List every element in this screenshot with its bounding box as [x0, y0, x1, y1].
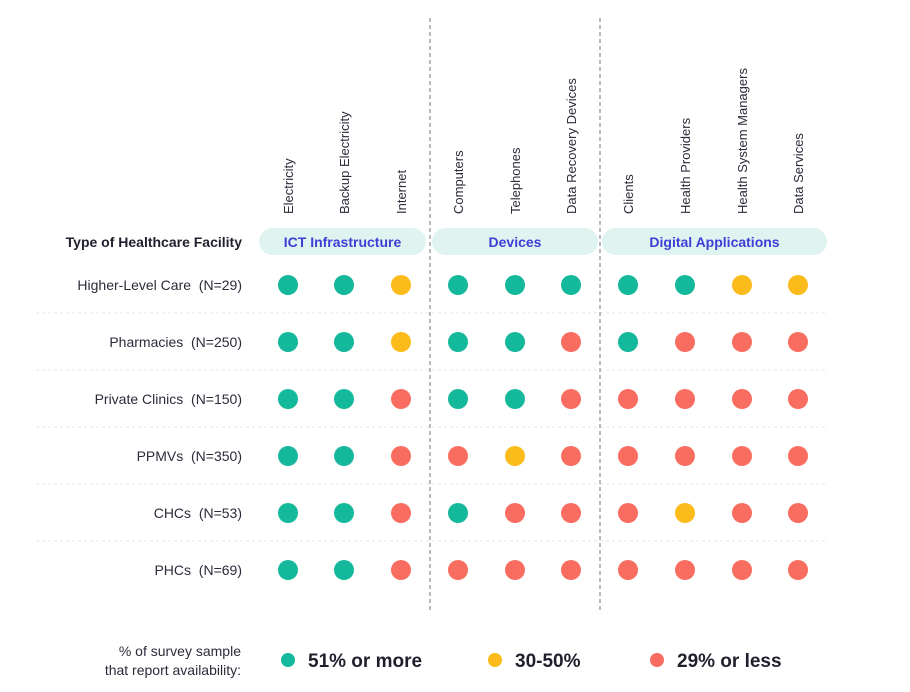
dot-high: [278, 332, 298, 352]
dot-low: [788, 503, 808, 523]
dot-mid: [391, 275, 411, 295]
column-label-health-system-managers: Health System Managers: [735, 68, 750, 214]
dot-low: [675, 389, 695, 409]
dot-low: [561, 389, 581, 409]
dot-low: [391, 503, 411, 523]
dot-high: [448, 503, 468, 523]
dot-low: [448, 560, 468, 580]
dot-low: [618, 503, 638, 523]
dot-high: [278, 275, 298, 295]
group-band-digital-applications: [602, 228, 827, 255]
dot-low: [505, 560, 525, 580]
dot-low: [561, 446, 581, 466]
dot-high: [334, 389, 354, 409]
column-label-internet: Internet: [394, 170, 409, 214]
dot-high: [278, 503, 298, 523]
column-label-clients: Clients: [621, 174, 636, 214]
dot-mid: [675, 503, 695, 523]
dot-low: [788, 446, 808, 466]
group-band-devices: [432, 228, 598, 255]
dot-low: [732, 446, 752, 466]
dot-high: [334, 560, 354, 580]
dot-mid: [732, 275, 752, 295]
dot-high: [561, 275, 581, 295]
group-label-ict-infrastructure: ICT Infrastructure: [284, 234, 402, 250]
dot-low: [732, 503, 752, 523]
row-label: Private Clinics (N=150): [95, 391, 242, 407]
legend-dot-high: [281, 653, 295, 667]
column-label-computers: Computers: [451, 150, 466, 214]
column-label-data-services: Data Services: [791, 133, 806, 214]
dot-low: [732, 560, 752, 580]
dot-high: [278, 446, 298, 466]
dot-high: [334, 503, 354, 523]
row-label: Higher-Level Care (N=29): [77, 277, 242, 293]
dot-high: [334, 332, 354, 352]
dot-high: [618, 275, 638, 295]
dot-low: [561, 332, 581, 352]
dot-low: [391, 389, 411, 409]
dot-low: [561, 560, 581, 580]
dot-low: [618, 389, 638, 409]
dot-high: [334, 275, 354, 295]
group-dividers: [429, 18, 601, 610]
dot-high: [505, 275, 525, 295]
column-label-health-providers: Health Providers: [678, 117, 693, 214]
group-band-ict-infrastructure: [259, 228, 426, 255]
dot-low: [675, 446, 695, 466]
dot-low: [561, 503, 581, 523]
row-label: PHCs (N=69): [154, 562, 242, 578]
dot-low: [675, 560, 695, 580]
legend-label-low: 29% or less: [677, 651, 782, 672]
dot-high: [334, 446, 354, 466]
group-bands: ICT Infrastructure Devices Digital Applica…: [259, 228, 827, 255]
dot-mid: [391, 332, 411, 352]
legend-dot-mid: [488, 653, 502, 667]
legend-title-line1: % of survey sample: [119, 643, 241, 659]
dot-high: [618, 332, 638, 352]
legend-label-mid: 30-50%: [515, 651, 581, 672]
row-label: PPMVs (N=350): [137, 448, 242, 464]
dot-high: [278, 389, 298, 409]
dot-low: [448, 446, 468, 466]
legend: % of survey sample that report availabil…: [105, 643, 782, 678]
dot-high: [505, 332, 525, 352]
group-label-devices: Devices: [489, 234, 542, 250]
dot-low: [732, 332, 752, 352]
dot-low: [391, 560, 411, 580]
legend-label-high: 51% or more: [308, 651, 422, 672]
dot-low: [391, 446, 411, 466]
row-label: Pharmacies (N=250): [109, 334, 242, 350]
row-label: CHCs (N=53): [154, 505, 242, 521]
legend-dot-low: [650, 653, 664, 667]
dot-mid: [505, 446, 525, 466]
column-label-backup-electricity: Backup Electricity: [337, 111, 352, 214]
dot-high: [505, 389, 525, 409]
column-labels: Electricity Backup Electricity Internet Com…: [281, 68, 806, 214]
dot-low: [618, 560, 638, 580]
dot-high: [448, 332, 468, 352]
dot-low: [618, 446, 638, 466]
group-label-digital-applications: Digital Applications: [649, 234, 779, 250]
dot-high: [675, 275, 695, 295]
row-labels: Higher-Level Care (N=29) Pharmacies (N=25…: [77, 277, 242, 578]
dot-low: [788, 332, 808, 352]
dot-mid: [788, 275, 808, 295]
legend-title-line2: that report availability:: [105, 662, 241, 678]
row-header: Type of Healthcare Facility: [66, 234, 243, 250]
dot-high: [448, 275, 468, 295]
dot-high: [278, 560, 298, 580]
availability-dots: [278, 275, 808, 580]
column-label-electricity: Electricity: [281, 158, 296, 214]
dot-low: [788, 389, 808, 409]
dot-low: [505, 503, 525, 523]
column-label-telephones: Telephones: [508, 147, 523, 214]
column-label-data-recovery-devices: Data Recovery Devices: [564, 78, 579, 214]
dot-low: [675, 332, 695, 352]
dot-high: [448, 389, 468, 409]
dot-low: [788, 560, 808, 580]
dot-low: [732, 389, 752, 409]
